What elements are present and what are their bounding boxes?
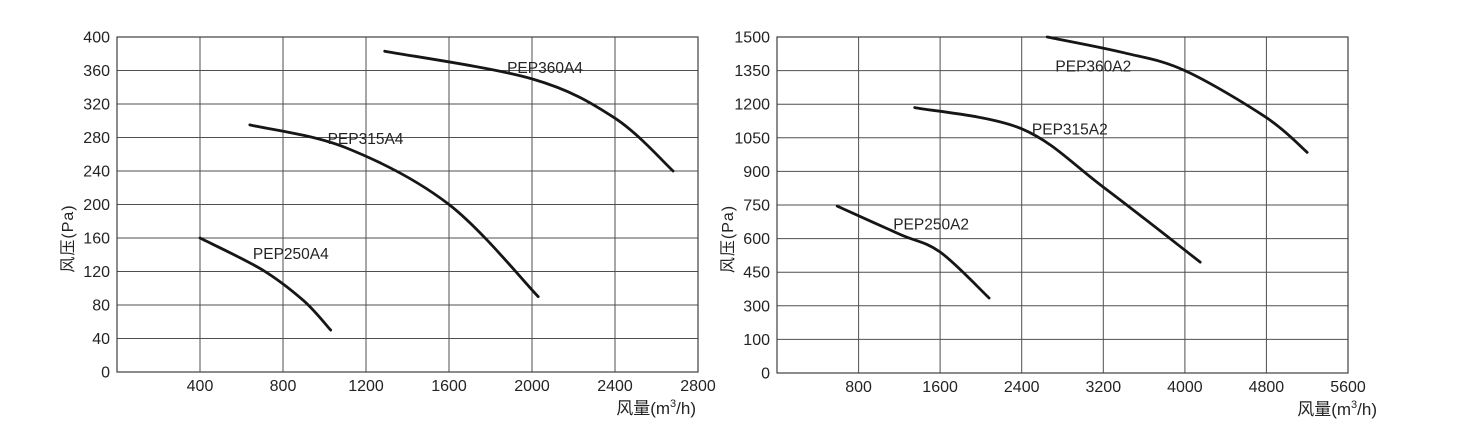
y-tick-label: 1200 — [734, 97, 770, 114]
curve-PEP250A4 — [198, 236, 333, 332]
y-tick-label: 80 — [92, 298, 110, 315]
x-tick-label: 2400 — [1004, 379, 1040, 396]
curve-label-PEP315A4: PEP315A4 — [328, 131, 404, 148]
curve-PEP315A4 — [248, 123, 540, 298]
y-tick-label: 450 — [743, 265, 770, 282]
curve-PEP360A4 — [383, 49, 675, 173]
x-tick-label: 2800 — [680, 378, 716, 395]
y-tick-label: 0 — [101, 365, 110, 382]
x-tick-label: 5600 — [1330, 379, 1366, 396]
y-tick-label: 120 — [83, 264, 110, 281]
x-tick-label: 3200 — [1086, 379, 1122, 396]
curve-PEP250A2 — [835, 204, 991, 300]
y-tick-label: 1350 — [734, 63, 770, 80]
curve-label-PEP250A2: PEP250A2 — [893, 217, 969, 234]
y-tick-label: 1050 — [734, 130, 770, 147]
curve-label-PEP250A4: PEP250A4 — [253, 246, 329, 263]
x-axis-title: 风量(m3/h) — [1297, 399, 1377, 419]
y-tick-label: 320 — [83, 97, 110, 114]
y-tick-label: 1500 — [734, 30, 770, 47]
curve-label-PEP315A2: PEP315A2 — [1032, 121, 1108, 138]
y-tick-label: 360 — [83, 63, 110, 80]
x-tick-label: 1600 — [431, 378, 467, 395]
y-tick-label: 280 — [83, 130, 110, 147]
curve-PEP360A2 — [1045, 35, 1309, 154]
y-tick-label: 400 — [83, 30, 110, 47]
x-tick-label: 4000 — [1167, 379, 1203, 396]
curve-PEP315A2 — [913, 106, 1202, 264]
curve-label-PEP360A2: PEP360A2 — [1055, 59, 1131, 76]
y-axis-title: 风压(Pa) — [720, 205, 737, 273]
x-tick-label: 2400 — [597, 378, 633, 395]
left-chart: 0 40 80 120 160 200 240 280 320 360 400 400 800 1200 1… — [60, 30, 716, 419]
y-tick-label: 750 — [743, 198, 770, 215]
x-tick-label: 2000 — [514, 378, 550, 395]
x-tick-label: 4800 — [1249, 379, 1285, 396]
plot-border — [116, 36, 699, 373]
x-tick-label: 800 — [270, 378, 297, 395]
y-tick-label: 0 — [761, 366, 770, 383]
y-tick-label: 200 — [83, 197, 110, 214]
y-tick-label: 100 — [743, 332, 770, 349]
y-tick-label: 40 — [92, 331, 110, 348]
x-tick-label: 400 — [187, 378, 214, 395]
y-tick-label: 300 — [743, 298, 770, 315]
y-tick-label: 900 — [743, 164, 770, 181]
x-tick-label: 1200 — [348, 378, 384, 395]
right-chart: 0 100 300 450 600 750 900 1050 1200 1350 1500 800 16… — [720, 30, 1377, 420]
plot-border — [776, 36, 1349, 374]
x-tick-label: 1600 — [922, 379, 958, 396]
curve-label-PEP360A4: PEP360A4 — [507, 60, 583, 77]
y-tick-label: 240 — [83, 164, 110, 181]
x-tick-label: 800 — [845, 379, 872, 396]
y-tick-label: 600 — [743, 231, 770, 248]
x-axis-title: 风量(m3/h) — [616, 398, 696, 418]
y-axis-title: 风压(Pa) — [60, 204, 77, 272]
y-tick-label: 160 — [83, 231, 110, 248]
